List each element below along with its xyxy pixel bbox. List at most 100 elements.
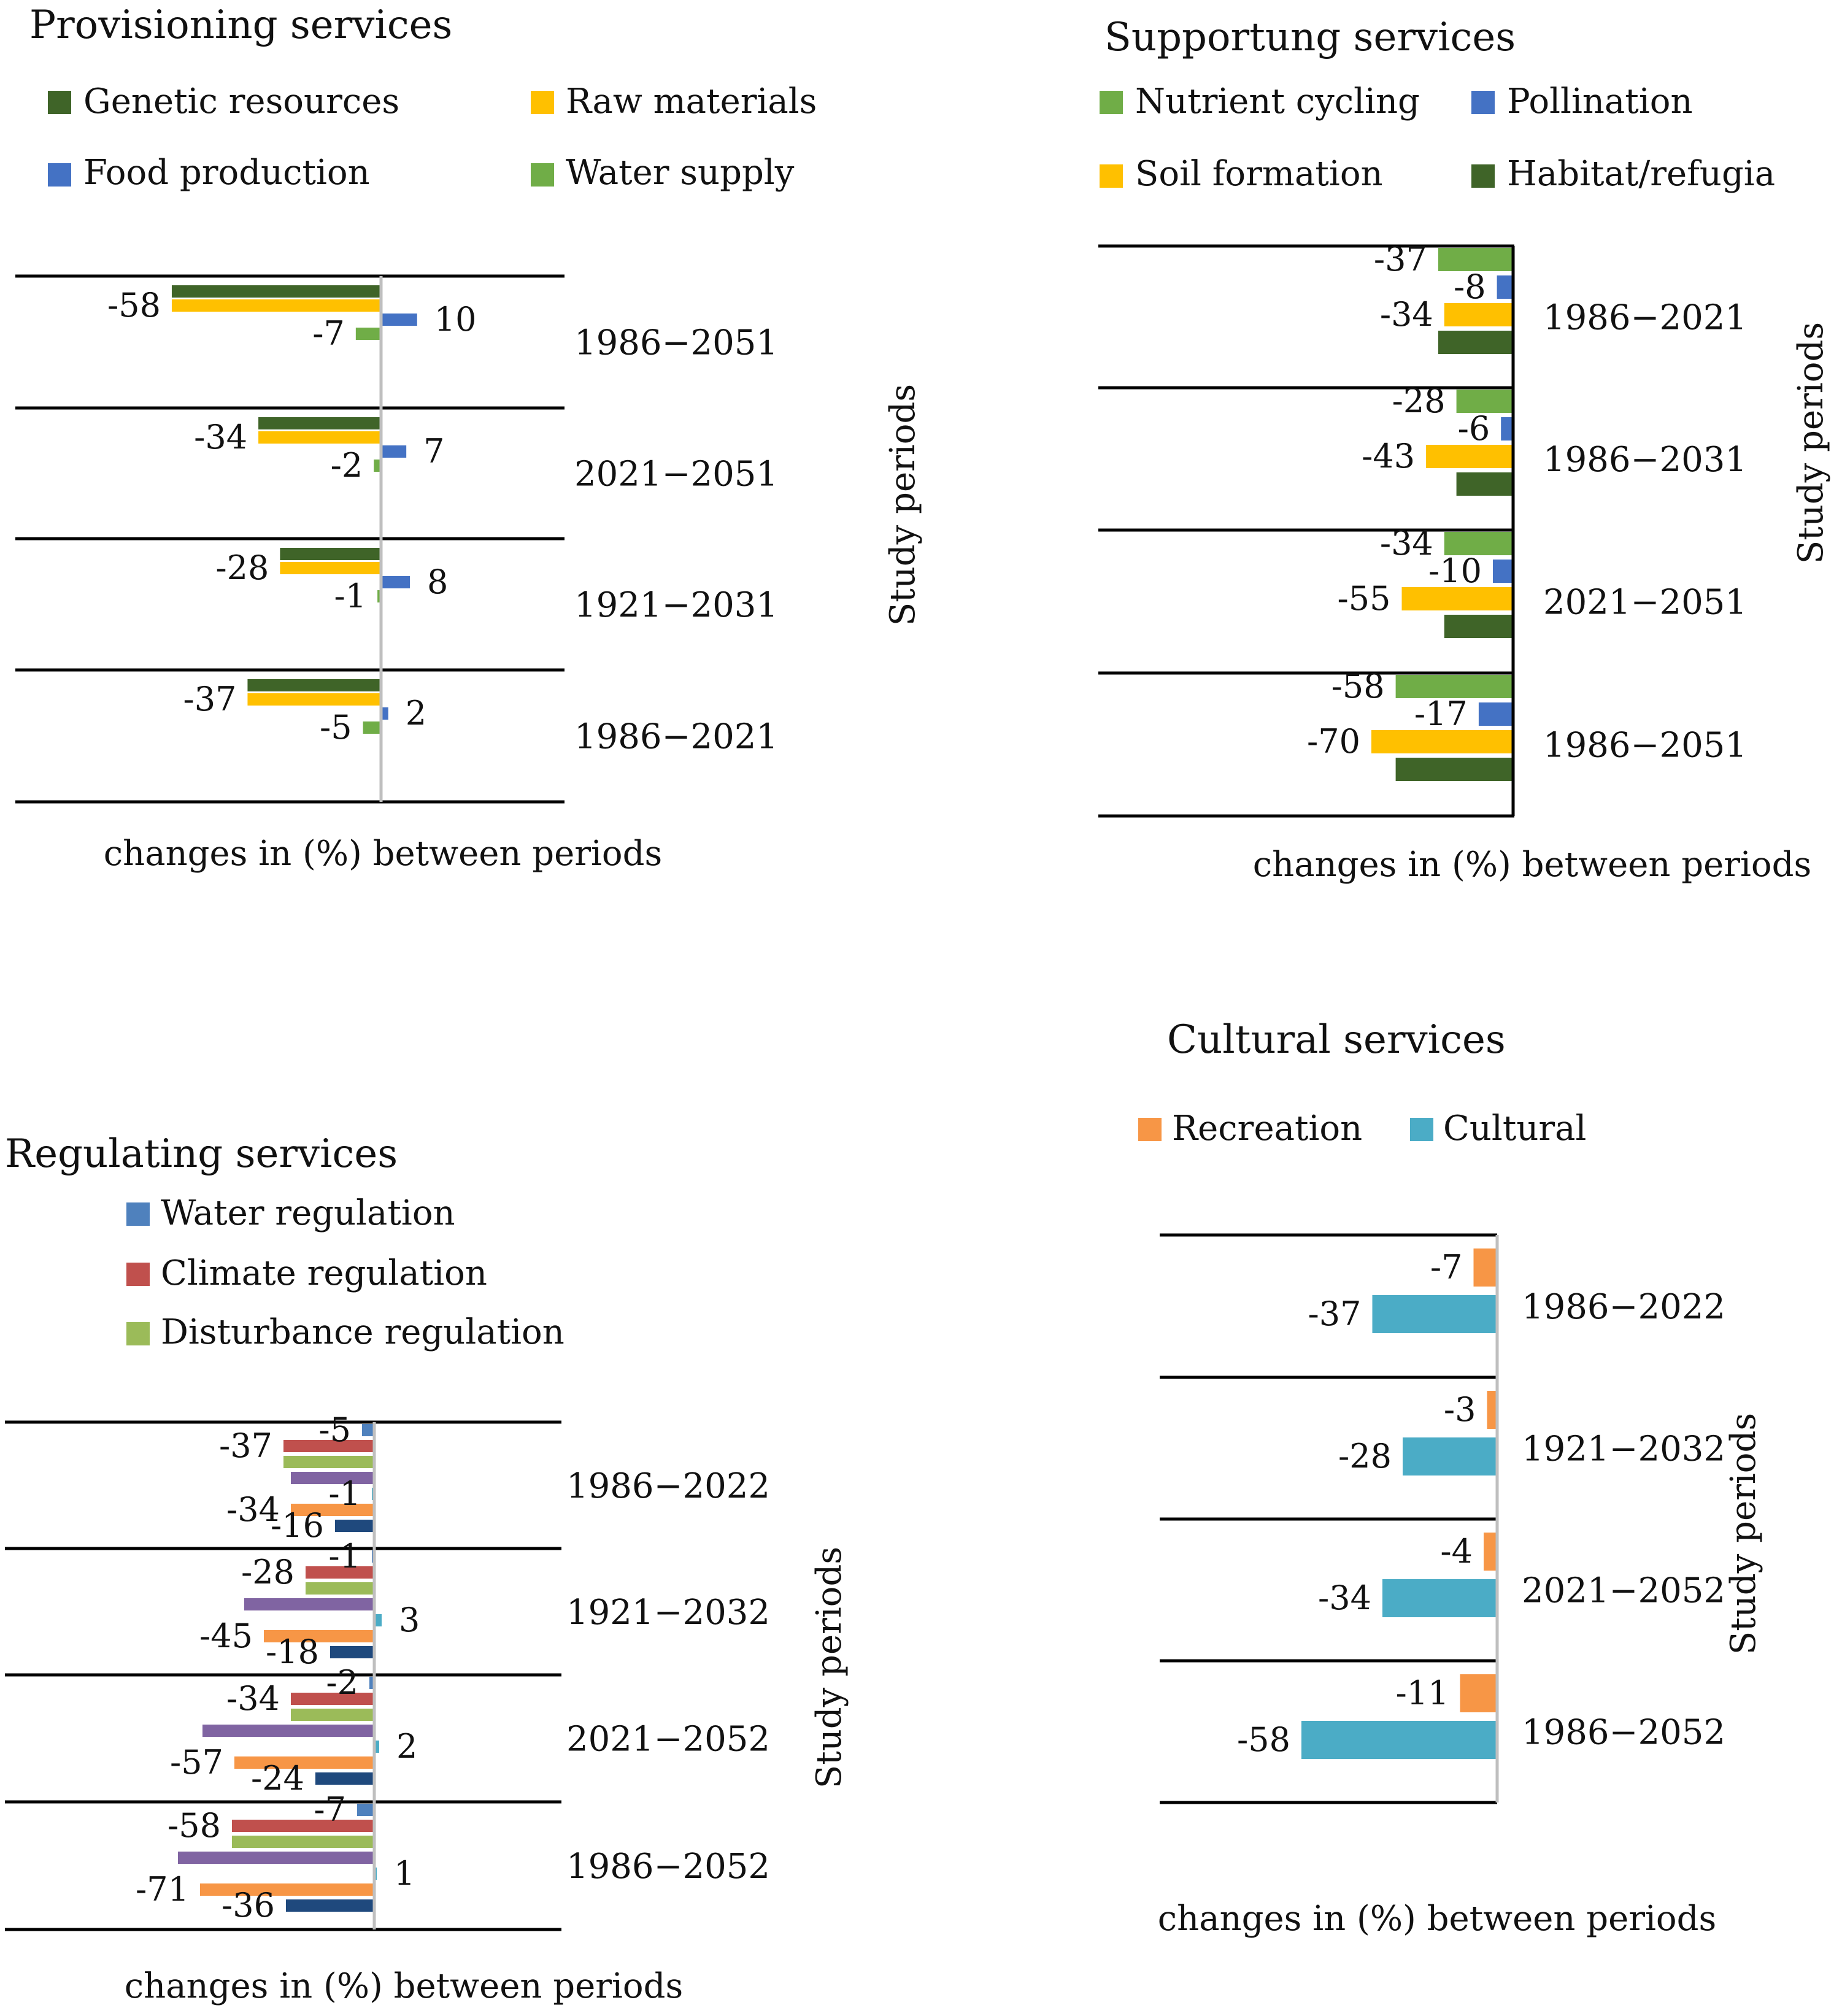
data-label: -58: [1331, 667, 1385, 706]
bar-recreation-2021-2052: [1484, 1533, 1497, 1571]
bar-cultural-1921-2032: [1403, 1437, 1497, 1475]
data-label: -2: [331, 446, 363, 485]
supporting-legend: Nutrient cycling Pollination Soil format…: [1100, 82, 1775, 194]
provisioning-bars: [171, 285, 417, 734]
bar-series-6-1986-2052: [200, 1883, 374, 1896]
data-label: -1: [328, 1474, 361, 1513]
bar-soil-formation-1986-2031: [1426, 445, 1513, 468]
bar-pollination-1986-2031: [1501, 417, 1513, 441]
data-label: -28: [1338, 1437, 1392, 1475]
legend-swatch-raw-materials: [531, 91, 554, 114]
category-label-1921-2032: 1921−2032: [566, 1593, 770, 1633]
data-label: -28: [1392, 382, 1446, 420]
legend-swatch-nutrient-cycling: [1100, 91, 1123, 114]
regulating-category-labels: 1986−2022 1921−2032 2021−2052 1986−2052: [566, 1466, 770, 1887]
supporting-title: Supportung services: [1104, 15, 1516, 60]
data-label: -37: [219, 1426, 272, 1465]
bar-nutrient-cycling-1986-2021: [1438, 248, 1513, 271]
provisioning-gridlines: [15, 274, 565, 804]
category-label-1986-2022: 1986−2022: [1522, 1287, 1725, 1327]
data-label: -8: [1454, 267, 1486, 306]
bar-recreation-1986-2052: [1460, 1674, 1497, 1712]
legend-swatch-recreation: [1138, 1118, 1162, 1141]
legend-swatch-habitat-refugia: [1471, 164, 1495, 188]
bar-water-supply-1986-2051: [355, 328, 381, 340]
category-label-1986-2021: 1986−2021: [1543, 298, 1747, 338]
bar-climate-regulation-1986-2022: [283, 1440, 374, 1452]
legend-swatch-climate-regulation: [126, 1263, 150, 1286]
bar-water-regulation-1986-2052: [357, 1804, 374, 1816]
bar-climate-regulation-1986-2052: [232, 1820, 374, 1832]
supporting-x-axis-title: changes in (%) between periods: [1253, 845, 1811, 885]
data-label: -58: [107, 286, 161, 325]
supporting-gridlines: [1098, 244, 1514, 818]
regulating-title: Regulating services: [5, 1131, 398, 1177]
bar-climate-regulation-1921-2032: [306, 1566, 374, 1579]
bar-nutrient-cycling-2021-2051: [1444, 532, 1513, 555]
bar-water-regulation-2021-2052: [369, 1677, 374, 1689]
cultural-bars: [1301, 1248, 1497, 1759]
data-label: -34: [194, 418, 247, 456]
legend-label-food-production: Food production: [83, 153, 370, 193]
bar-cultural-1986-2022: [1372, 1295, 1497, 1333]
bar-climate-regulation-2021-2052: [291, 1693, 374, 1705]
data-label: -58: [1237, 1720, 1290, 1759]
bar-series-5-1921-2032: [374, 1614, 382, 1626]
bar-soil-formation-2021-2051: [1401, 587, 1513, 610]
category-label-2021-2051: 2021−2051: [1543, 583, 1747, 623]
bar-series-7-2021-2052: [315, 1772, 374, 1785]
provisioning-chart: Provisioning services Genetic resources …: [15, 2, 923, 874]
regulating-bars: [178, 1424, 382, 1912]
legend-label-disturbance-regulation: Disturbance regulation: [161, 1312, 565, 1352]
supporting-bars: [1371, 248, 1513, 781]
data-label: -16: [271, 1506, 324, 1545]
bar-food-production-1986-2021: [381, 707, 388, 720]
legend-label-pollination: Pollination: [1507, 82, 1693, 121]
category-label-2021-2052: 2021−2052: [1522, 1571, 1725, 1611]
bar-genetic-resources-1921-2031: [280, 548, 381, 560]
bar-water-regulation-1986-2022: [362, 1424, 374, 1436]
bar-cultural-1986-2052: [1301, 1721, 1497, 1759]
bar-soil-formation-1986-2021: [1444, 303, 1513, 326]
legend-label-cultural: Cultural: [1443, 1109, 1586, 1148]
data-label: -34: [1380, 524, 1433, 563]
bar-habitat-refugia-1986-2021: [1438, 331, 1513, 354]
data-label: -28: [215, 548, 269, 587]
legend-label-recreation: Recreation: [1172, 1109, 1362, 1148]
data-label: -7: [314, 1790, 346, 1829]
bar-series-5-2021-2052: [374, 1741, 379, 1753]
provisioning-category-labels: 1986−2051 2021−2051 1921−2031 1986−2021: [574, 323, 778, 757]
bar-series-7-1986-2022: [335, 1520, 374, 1532]
legend-label-habitat-refugia: Habitat/refugia: [1507, 154, 1775, 194]
category-label-1986-2051: 1986−2051: [574, 323, 778, 363]
bar-cultural-2021-2052: [1382, 1579, 1497, 1617]
bar-pollination-1986-2021: [1497, 275, 1513, 299]
data-label: -1: [334, 577, 367, 615]
regulating-legend: Water regulation Climate regulation Dist…: [126, 1193, 565, 1352]
bar-food-production-1921-2031: [381, 576, 410, 588]
data-label: -10: [1428, 552, 1482, 590]
data-label: -43: [1362, 437, 1415, 475]
cultural-category-labels: 1986−2022 1921−2032 2021−2052 1986−2052: [1522, 1287, 1725, 1753]
data-label: -5: [318, 1410, 351, 1449]
bar-habitat-refugia-2021-2051: [1444, 615, 1513, 638]
bar-recreation-1921-2032: [1487, 1391, 1497, 1429]
bar-disturbance-regulation-1986-2022: [283, 1456, 374, 1468]
category-label-2021-2051: 2021−2051: [574, 455, 778, 494]
bar-series-6-1986-2022: [291, 1504, 374, 1516]
legend-label-soil-formation: Soil formation: [1135, 154, 1383, 194]
bar-raw-materials-2021-2051: [258, 431, 381, 444]
bar-disturbance-regulation-1986-2052: [232, 1836, 374, 1848]
data-label: -7: [312, 314, 345, 353]
cultural-title: Cultural services: [1167, 1017, 1506, 1063]
regulating-data-labels: -5-37-1-34-16-1-283-45 -18-2-342-57 -24-7-…: [136, 1410, 420, 1925]
cultural-y-axis-title: Study periods: [1724, 1413, 1763, 1655]
data-label: 8: [427, 563, 448, 601]
data-label: -37: [183, 680, 236, 718]
bar-series-4-2021-2052: [202, 1725, 374, 1737]
bar-raw-materials-1986-2051: [171, 299, 381, 312]
data-label: -71: [136, 1870, 189, 1909]
bar-disturbance-regulation-2021-2052: [291, 1709, 374, 1721]
provisioning-title: Provisioning services: [29, 2, 452, 48]
